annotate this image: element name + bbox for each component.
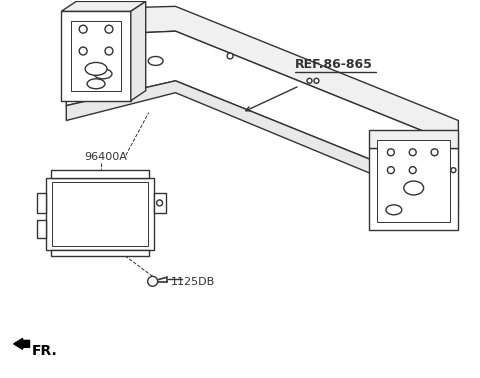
Circle shape	[79, 47, 87, 55]
Circle shape	[105, 47, 113, 55]
Ellipse shape	[404, 181, 424, 195]
Circle shape	[431, 149, 438, 156]
Polygon shape	[71, 21, 121, 91]
Text: 1125DB: 1125DB	[170, 277, 215, 287]
Polygon shape	[61, 2, 146, 11]
Ellipse shape	[148, 56, 163, 65]
Polygon shape	[131, 2, 146, 101]
Polygon shape	[36, 220, 47, 238]
Circle shape	[409, 149, 416, 156]
Polygon shape	[36, 193, 47, 213]
Circle shape	[148, 276, 157, 286]
Circle shape	[105, 25, 113, 33]
Polygon shape	[377, 140, 450, 222]
Circle shape	[451, 168, 456, 173]
Polygon shape	[66, 6, 458, 145]
Polygon shape	[47, 178, 154, 249]
Polygon shape	[369, 148, 458, 230]
Circle shape	[79, 25, 87, 33]
Text: 96400A: 96400A	[84, 152, 127, 162]
Polygon shape	[66, 81, 458, 210]
Polygon shape	[369, 130, 458, 148]
FancyArrow shape	[13, 338, 30, 349]
Ellipse shape	[386, 205, 402, 215]
Circle shape	[156, 200, 163, 206]
Polygon shape	[66, 31, 458, 195]
Circle shape	[314, 78, 319, 83]
Circle shape	[227, 53, 233, 59]
Polygon shape	[51, 249, 149, 256]
Ellipse shape	[87, 79, 105, 89]
Circle shape	[409, 167, 416, 174]
Polygon shape	[52, 182, 148, 246]
Polygon shape	[61, 11, 131, 101]
Circle shape	[307, 78, 312, 83]
Polygon shape	[51, 170, 149, 178]
Circle shape	[387, 149, 395, 156]
Ellipse shape	[85, 62, 107, 75]
Text: FR.: FR.	[32, 344, 57, 358]
Ellipse shape	[94, 69, 112, 79]
Polygon shape	[154, 193, 166, 213]
Text: REF.86-865: REF.86-865	[295, 58, 372, 71]
Circle shape	[387, 167, 395, 174]
